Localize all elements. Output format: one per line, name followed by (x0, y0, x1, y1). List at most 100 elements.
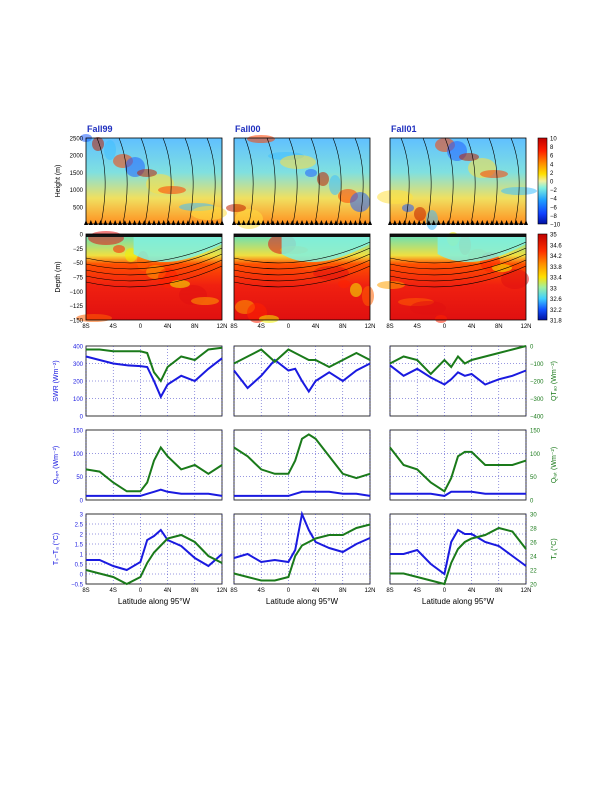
heatmap-field (234, 138, 370, 224)
y-tick-label-left: 400 (73, 345, 84, 351)
y-tick-label-left: 100 (73, 452, 84, 458)
colorbar-tick-label: 32.2 (550, 308, 562, 314)
y-axis-label: Height (m) (55, 165, 62, 198)
panel-frame (389, 233, 527, 321)
x-tick-label: 12N (216, 324, 227, 330)
series-line-right (389, 345, 527, 376)
heatmap-contour (184, 137, 194, 225)
x-tick-label: 8S (230, 588, 237, 594)
heatmap-contour (162, 137, 172, 225)
heatmap-blob (113, 245, 125, 253)
y-tick-label-left: 0.5 (75, 563, 84, 569)
heatmap-contour (400, 137, 410, 225)
x-tick-label: 0 (443, 324, 447, 330)
heatmap-contour (389, 241, 527, 264)
x-tick-label: 12N (216, 588, 227, 594)
x-tick-label: 4N (164, 324, 172, 330)
heatmap-contour (233, 247, 371, 270)
x-tick-label: 8N (339, 324, 347, 330)
column-title: Fall00 (235, 124, 261, 134)
heatmap-blob (501, 269, 529, 289)
x-tick-label: 8S (386, 588, 393, 594)
series-line-right (389, 446, 527, 493)
heatmap-blob (480, 170, 508, 178)
heatmap-contour (510, 137, 520, 225)
heatmap-contour (140, 137, 150, 225)
x-tick-label: 0 (443, 588, 447, 594)
heatmap-blob (226, 204, 246, 212)
x-tick-label: 0 (139, 324, 143, 330)
colorbar (537, 233, 548, 321)
heatmap-blob (88, 231, 124, 245)
series-line-right (390, 526, 527, 586)
heatmap-contour (466, 137, 476, 225)
y-tick-label-right: 26 (530, 541, 537, 547)
heatmap-surface-line (86, 234, 222, 237)
colorbar-tick-label: 34.2 (550, 254, 562, 260)
heatmap-contour (96, 137, 106, 225)
y-axis-label-right: Tₐ (°C) (550, 538, 558, 559)
panel-frame (85, 429, 223, 501)
panel-frame (389, 137, 527, 225)
y-axis-label-right: QTₐₒ (Wm⁻²) (551, 361, 558, 401)
x-tick-label: 8S (82, 588, 89, 594)
colorbar-tick-label: −4 (550, 197, 558, 203)
colorbar-tick-label: 0 (550, 180, 554, 186)
y-tick-label: 2000 (70, 154, 84, 160)
series-line-right (85, 445, 223, 493)
x-tick-label: 4S (258, 324, 265, 330)
y-axis-label-right: Qₗₐₜ (Wm⁻²) (551, 447, 558, 483)
x-tick-label: 12N (520, 324, 531, 330)
y-tick-label-left: 2.5 (75, 523, 84, 529)
y-axis-label: Depth (m) (55, 261, 62, 292)
x-tick-label: 0 (287, 588, 291, 594)
heatmap-contour (488, 137, 498, 225)
heatmap-blob (317, 172, 329, 186)
y-tick-label-left: 50 (76, 475, 83, 481)
y-tick-label-left: 100 (73, 397, 84, 403)
x-axis-label: Latitude along 95°W (118, 597, 191, 606)
colorbar-tick-label: −8 (550, 214, 558, 220)
y-axis-label-left: SWR (Wm⁻²) (53, 360, 60, 401)
series-line-left (233, 358, 371, 394)
x-tick-label: 4N (312, 324, 320, 330)
colorbar-tick-label: −6 (550, 205, 558, 211)
colorbar (537, 137, 548, 225)
y-tick-label-right: −100 (530, 362, 544, 368)
x-tick-label: 8N (191, 588, 199, 594)
y-tick-label-right: 0 (530, 345, 534, 351)
y-tick-label-right: 0 (530, 499, 534, 505)
y-tick-label-right: 100 (530, 452, 541, 458)
heatmap-blob (459, 153, 479, 161)
x-tick-label: 8S (386, 324, 393, 330)
y-tick-label: −125 (69, 304, 83, 310)
colorbar-tick-label: 31.8 (550, 319, 562, 325)
heatmap-blob (435, 315, 447, 323)
heatmap-blob (170, 280, 190, 288)
heatmap-contour (85, 265, 223, 288)
y-tick-label-left: 0 (80, 415, 84, 421)
x-axis-label: Latitude along 95°W (422, 597, 495, 606)
column-title: Fall01 (391, 124, 417, 134)
heatmap-blob (104, 140, 116, 160)
heatmap-contour (85, 241, 223, 264)
heatmap-contour (233, 265, 371, 288)
y-tick-label-left: 200 (73, 380, 84, 386)
x-tick-label: 8N (339, 588, 347, 594)
y-tick-label-left: 3 (80, 513, 84, 519)
y-tick-label: −100 (69, 290, 83, 296)
y-tick-label-right: −400 (530, 415, 544, 421)
y-tick-label-right: 50 (530, 475, 537, 481)
y-tick-label-left: 1.5 (75, 543, 84, 549)
x-tick-label: 4S (414, 588, 421, 594)
heatmap-blob (305, 169, 317, 177)
colorbar-tick-label: 33.4 (550, 276, 562, 282)
series-line-left (390, 490, 526, 497)
x-tick-label: 8N (495, 588, 503, 594)
colorbar-tick-label: 33.8 (550, 265, 562, 271)
heatmap-contour (288, 137, 298, 225)
heatmap-contour (389, 259, 527, 282)
colorbar-tick-label: 10 (550, 137, 557, 143)
x-tick-label: 4N (164, 588, 172, 594)
